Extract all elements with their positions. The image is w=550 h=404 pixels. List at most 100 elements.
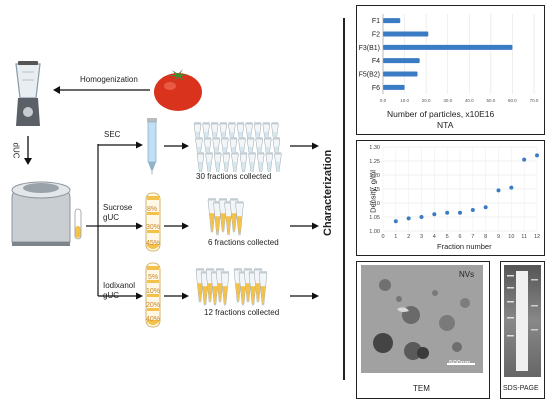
density-y-tick-label: 1.20 — [369, 173, 380, 179]
characterization-divider — [343, 18, 345, 380]
iodixanol-gradient-tube — [145, 262, 161, 328]
density-x-tick-label: 12 — [534, 234, 540, 240]
sec-to-char-arrow — [290, 142, 319, 150]
tomato-icon — [154, 69, 202, 111]
sucrose-to-char-arrow — [290, 222, 319, 230]
homogenization-arrow — [53, 86, 150, 94]
sucrose-fractions-label: 6 fractions collected — [208, 238, 279, 247]
sucrose-pct-2: 30% — [146, 224, 161, 231]
iodixanol-fraction-tube — [258, 271, 268, 306]
tem-panel: NVs 500nm TEM — [356, 261, 490, 399]
nta-category-label: F2 — [372, 32, 380, 39]
blender-icon — [15, 61, 41, 126]
sec-branch-arrow — [98, 141, 143, 149]
sds-gel-image — [504, 265, 541, 377]
nta-bar — [383, 58, 420, 64]
nta-category-label: F1 — [372, 18, 380, 25]
sucrose-pct-1: 8% — [147, 206, 158, 213]
nta-x-tick-label: 30.0 — [443, 98, 452, 103]
centrifuge-icon — [11, 181, 71, 246]
sucrose-label: Sucrose — [103, 203, 133, 212]
nta-x-tick-label: 50.0 — [486, 98, 495, 103]
nta-category-label: F6 — [372, 85, 380, 92]
density-y-tick-label: 1.25 — [369, 159, 380, 165]
sec-fraction-tube — [205, 152, 213, 172]
iodixanol-guc-label: gUC — [103, 291, 120, 300]
density-point — [393, 219, 398, 224]
sec-fraction-tube — [239, 152, 248, 172]
nta-x-tick-label: 40.0 — [465, 98, 474, 103]
nta-bar — [383, 31, 429, 37]
iodixanol-fraction-tubes — [195, 268, 268, 306]
sds-page-caption: SDS-PAGE — [503, 385, 539, 392]
iodixanol-pct-3: 20% — [146, 302, 161, 309]
density-point — [535, 153, 539, 158]
tem-nvs-label: NVs — [459, 270, 475, 279]
sucrose-gradient-tube — [145, 192, 161, 252]
density-point — [522, 157, 527, 162]
sucrose-fraction-tubes — [207, 198, 244, 236]
density-xlabel: Fraction number — [437, 242, 492, 251]
density-y-tick-label: 1.15 — [369, 187, 380, 193]
density-x-tick-label: 4 — [433, 234, 436, 240]
iodixanol-pct-4: 40% — [146, 316, 161, 323]
sec-fraction-tube — [274, 152, 282, 172]
density-point — [432, 212, 437, 217]
density-point — [483, 205, 488, 210]
tem-micrograph — [361, 265, 483, 373]
nta-bar — [383, 71, 418, 77]
density-x-tick-label: 3 — [420, 234, 423, 240]
sec-fraction-tube — [196, 152, 205, 172]
sec-fraction-tube — [265, 152, 274, 172]
nta-bar — [383, 18, 401, 24]
branch-lines — [86, 144, 99, 296]
sec-fraction-tube — [256, 152, 265, 172]
sds-page-panel: SDS-PAGE — [500, 261, 545, 399]
nta-xlabel: Number of particles, x10E16 — [387, 109, 495, 119]
nta-category-label: F3(B1) — [359, 45, 380, 52]
nta-x-tick-label: 10.0 — [400, 98, 409, 103]
density-y-tick-label: 1.10 — [369, 201, 380, 207]
tem-caption: TEM — [413, 384, 430, 393]
density-y-tick-label: 1.05 — [369, 215, 380, 221]
iodixanol-fractions-label: 12 fractions collected — [204, 308, 280, 317]
nta-panel: 0.0 10.0 20.0 30.0 40.0 50.0 60.0 70.0 F1 F2 F3(B1… — [356, 5, 545, 135]
nta-x-tick-label: 60.0 — [508, 98, 517, 103]
sec-fractions-label: 30 fractions collected — [196, 172, 272, 181]
sucrose-pct-3: 45% — [146, 240, 161, 247]
density-x-tick-label: 8 — [484, 234, 487, 240]
density-point — [496, 188, 501, 193]
characterization-label: Characterization — [322, 149, 334, 236]
nta-bar — [383, 44, 513, 50]
density-x-tick-label: 9 — [497, 234, 500, 240]
density-x-tick-label: 6 — [458, 234, 461, 240]
density-x-tick-label: 0 — [381, 234, 384, 240]
nta-category-label: F4 — [372, 58, 380, 65]
nta-x-tick-label: 0.0 — [380, 98, 387, 103]
density-point — [445, 210, 450, 215]
tem-scale-label: 500nm — [449, 360, 471, 367]
density-point — [470, 208, 475, 212]
iodixanol-fraction-tube — [220, 271, 230, 306]
iodixanol-fraction-tube — [243, 268, 253, 303]
density-x-tick-label: 5 — [446, 234, 449, 240]
density-x-tick-label: 11 — [521, 234, 527, 240]
sec-fraction-tube — [213, 152, 222, 172]
sec-label: SEC — [104, 130, 121, 139]
density-x-tick-label: 10 — [508, 234, 514, 240]
iodixanol-branch-arrow — [98, 292, 143, 300]
nta-bar-chart: 0.0 10.0 20.0 30.0 40.0 50.0 60.0 70.0 F1 F2 F3(B1… — [359, 14, 539, 103]
sec-fraction-tube — [248, 152, 256, 172]
iodixanol-label: Iodixanol — [103, 281, 136, 290]
sucrose-guc-label: gUC — [103, 213, 120, 222]
sec-fraction-tubes — [193, 122, 282, 172]
sample-tube-icon — [74, 208, 82, 240]
sec-fraction-tube — [222, 152, 231, 172]
density-x-tick-label: 1 — [394, 234, 397, 240]
sec-column-icon — [147, 118, 157, 174]
sucrose-to-fractions-arrow — [164, 222, 189, 230]
density-x-tick-label: 2 — [407, 234, 410, 240]
duc-label: dUC — [11, 142, 21, 159]
density-point — [509, 185, 514, 190]
sec-fraction-tube — [231, 152, 239, 172]
